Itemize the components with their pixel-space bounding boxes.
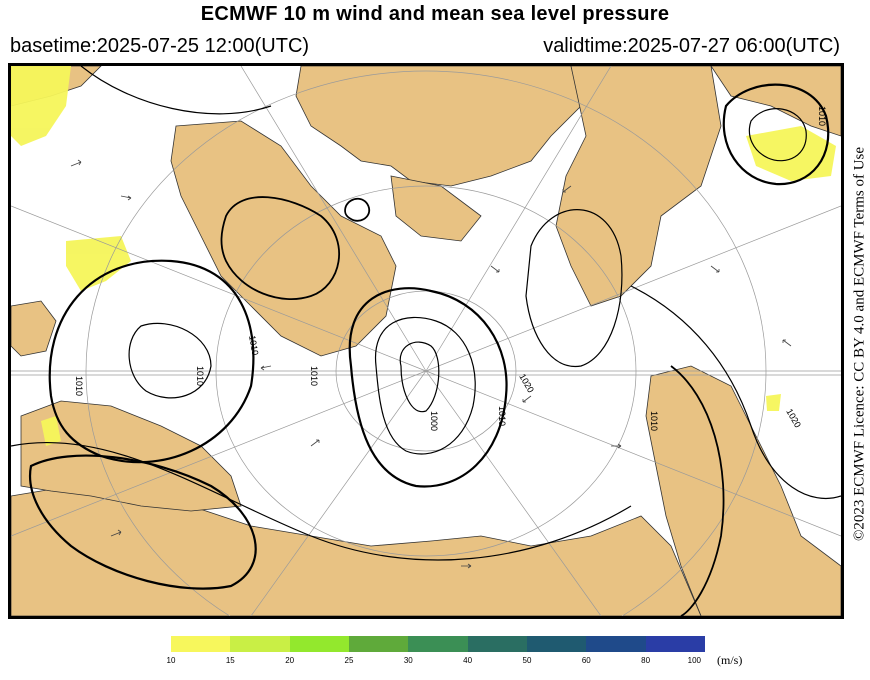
isobar-small-ring [344, 197, 371, 222]
isobar-greenland-high [220, 196, 340, 300]
map-svg: 1010 1010 1010 1010 1020 1010 1000 1010 … [11, 66, 841, 616]
graticule-layer [11, 66, 841, 616]
contour-label: 1010 [649, 411, 659, 431]
colorbar-tick: 25 [344, 656, 354, 665]
contour-label: 1020 [517, 372, 536, 394]
land-iceland [11, 300, 57, 357]
validtime-label: validtime:2025-07-27 06:00(UTC) [543, 35, 840, 57]
colorbar-tick: 10 [166, 656, 176, 665]
licence-text-container: ©2023 ECMWF Licence: CC BY 4.0 and ECMWF… [851, 84, 869, 604]
land-scandinavia [20, 400, 242, 512]
map-panel: 1010 1010 1010 1010 1020 1010 1000 1010 … [8, 63, 844, 619]
colorbar-cell [586, 636, 646, 652]
isobar-south-band [11, 441, 632, 561]
wind-area-west [66, 236, 131, 291]
colorbar-tick: 100 [687, 656, 701, 665]
colorbar-cell [289, 636, 349, 652]
wind-arrows-layer [70, 159, 792, 569]
colorbar-cell [348, 636, 409, 652]
contour-label: 1010 [309, 366, 319, 386]
colorbar-tick: 40 [463, 656, 473, 665]
wind-shading-layer [11, 66, 836, 446]
colorbar-cell [645, 636, 705, 652]
contour-label: 1010 [497, 406, 507, 426]
isobar-southeast [670, 365, 725, 616]
colorbar-cell [230, 636, 290, 652]
licence-text: ©2023 ECMWF Licence: CC BY 4.0 and ECMWF… [851, 146, 868, 542]
land-east-siberia [645, 365, 841, 616]
contour-label: 1010 [74, 376, 84, 396]
isobar-pole-mid [374, 316, 476, 455]
colorbar-tick: 30 [403, 656, 413, 665]
colorbar-tick-labels: 10 15 20 25 30 40 50 60 80 100 [167, 656, 705, 670]
colorbar-tick: 50 [522, 656, 532, 665]
wind-area-northwest [11, 66, 71, 146]
colorbar-cell [526, 636, 587, 652]
isobar-southwest-low [28, 454, 257, 590]
land-layer [11, 66, 841, 616]
colorbar-cell [467, 636, 527, 652]
contour-label: 1000 [429, 411, 439, 431]
isobar-layer [11, 66, 841, 616]
isobar-pole-inner [399, 341, 440, 413]
isobar-northeast-low [722, 83, 830, 186]
contour-label: 1010 [195, 366, 205, 386]
wind-area-east [766, 394, 781, 411]
wind-area-northeast [746, 126, 836, 181]
isobar-northeast-inner [748, 108, 807, 162]
isobar-pole-outer [348, 287, 508, 488]
contour-label: 1010 [817, 106, 827, 126]
map-title: ECMWF 10 m wind and mean sea level press… [200, 3, 670, 25]
colorbar-tick: 20 [285, 656, 295, 665]
colorbar-cell [408, 636, 468, 652]
wind-colorbar [171, 636, 705, 652]
isobar-low-west [48, 259, 255, 464]
isobar-west-inner [128, 322, 212, 399]
wind-area-southwest [41, 416, 61, 446]
isobar-east-band [630, 285, 841, 500]
colorbar-tick: 80 [641, 656, 651, 665]
isobar-east-loop [525, 209, 623, 367]
land-alaska-canada [555, 66, 722, 307]
basetime-label: basetime:2025-07-25 12:00(UTC) [10, 35, 310, 57]
contour-label: 1020 [784, 407, 803, 429]
land-northeast [710, 66, 841, 137]
land-canadian-archipelago [295, 66, 582, 187]
colorbar-tick: 15 [225, 656, 235, 665]
colorbar-tick: 60 [581, 656, 591, 665]
contour-label: 1010 [247, 335, 260, 356]
land-ellesmere [390, 175, 482, 242]
colorbar-unit: (m/s) [717, 653, 743, 667]
isobar-top-left [80, 66, 272, 115]
colorbar-cell [171, 636, 231, 652]
land-greenland [170, 120, 397, 357]
